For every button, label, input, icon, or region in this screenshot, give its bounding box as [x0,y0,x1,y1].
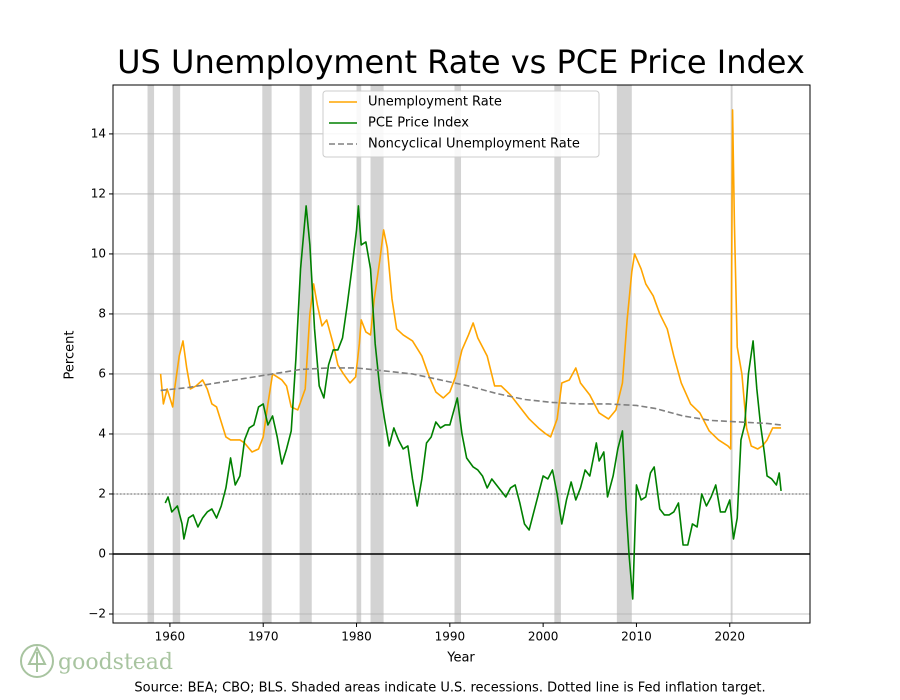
recession-band [454,85,462,623]
chart-title: US Unemployment Rate vs PCE Price Index [117,43,805,81]
recession-band [370,85,384,623]
y-axis-label: Percent [63,331,78,380]
y-tick-label: 14 [91,126,106,140]
legend-label: Noncyclical Unemployment Rate [368,137,580,152]
x-tick-label: 2020 [714,630,745,644]
x-axis-label: Year [446,651,475,666]
logo-text: goodstead [58,650,173,675]
plot-area: −2 0 2 4 6 8 10 12 14 1960 1970 1980 1990 2000 2010 202… [88,84,811,644]
y-tick-label: 8 [98,306,106,320]
recession-band [554,85,561,623]
y-tick-label: 0 [98,546,106,560]
logo-tree [27,645,47,672]
y-tick-label: 4 [98,426,106,440]
y-tick-label: 6 [98,366,106,380]
x-tick-label: 1980 [341,630,372,644]
x-tick-label: 1990 [435,630,466,644]
series-line [159,109,782,453]
legend-label: PCE Price Index [368,116,469,131]
legend-box [322,90,600,158]
y-tick-label: 2 [98,486,106,500]
source-note: Source: BEA; CBO; BLS. Shaded areas indi… [134,681,765,696]
x-tick-label: 1970 [248,630,279,644]
x-tick-label: 2010 [621,630,652,644]
y-tick-label: −2 [88,606,106,620]
logo-ring [20,644,54,678]
recession-band [147,85,155,623]
plot-frame [112,84,811,624]
y-tick-label: 12 [91,186,106,200]
recession-band [262,85,272,623]
recession-band [299,85,312,623]
y-tick-label: 10 [91,246,106,260]
legend-label: Unemployment Rate [368,95,502,110]
series-line [164,205,782,600]
x-tick-label: 1960 [155,630,186,644]
x-tick-label: 2000 [528,630,559,644]
legend: Unemployment Rate PCE Price Index Noncycli… [322,90,600,158]
recession-band [172,85,181,623]
series-line [160,367,782,426]
logo: goodstead [20,644,173,678]
